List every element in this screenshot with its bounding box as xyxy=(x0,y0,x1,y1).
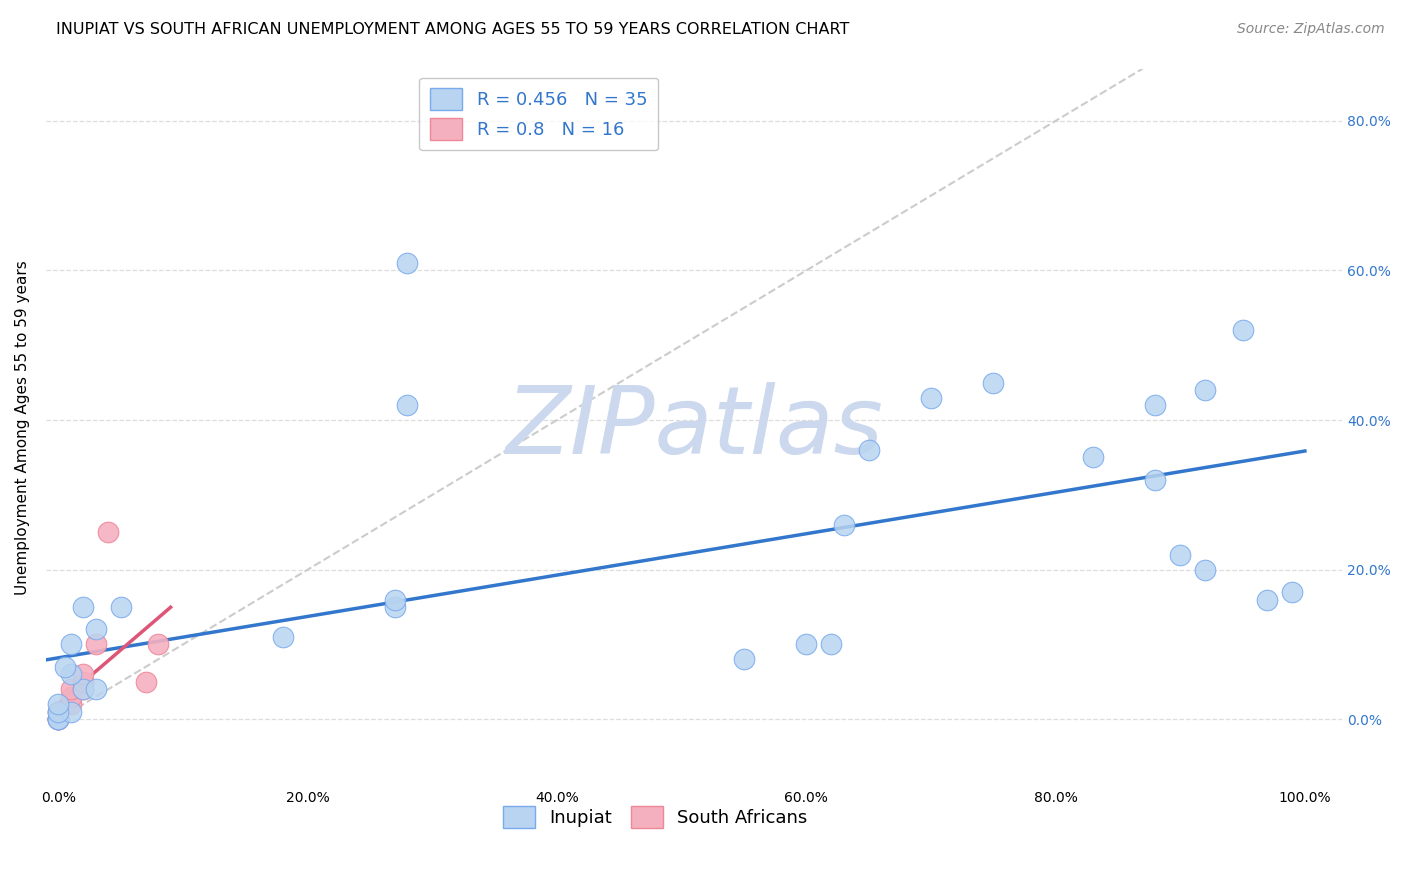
Point xyxy=(396,256,419,270)
Point xyxy=(1144,398,1167,412)
Point xyxy=(1194,383,1216,397)
Point xyxy=(72,599,94,614)
Point xyxy=(72,674,94,689)
Point xyxy=(48,712,70,726)
Point xyxy=(48,705,70,719)
Point xyxy=(59,690,82,704)
Point xyxy=(59,667,82,681)
Point xyxy=(72,682,94,697)
Point xyxy=(59,682,82,697)
Y-axis label: Unemployment Among Ages 55 to 59 years: Unemployment Among Ages 55 to 59 years xyxy=(15,260,30,595)
Point xyxy=(858,442,880,457)
Point xyxy=(1281,585,1303,599)
Point xyxy=(832,517,855,532)
Point xyxy=(110,599,132,614)
Point xyxy=(59,637,82,651)
Point xyxy=(72,674,94,689)
Point xyxy=(84,682,107,697)
Text: INUPIAT VS SOUTH AFRICAN UNEMPLOYMENT AMONG AGES 55 TO 59 YEARS CORRELATION CHAR: INUPIAT VS SOUTH AFRICAN UNEMPLOYMENT AM… xyxy=(56,22,849,37)
Point xyxy=(97,525,120,540)
Point xyxy=(920,391,942,405)
Point xyxy=(146,637,169,651)
Point xyxy=(84,637,107,651)
Point xyxy=(135,674,157,689)
Point xyxy=(59,705,82,719)
Point xyxy=(820,637,842,651)
Point xyxy=(48,712,70,726)
Point xyxy=(1168,548,1191,562)
Point xyxy=(72,682,94,697)
Point xyxy=(1081,450,1104,465)
Text: Source: ZipAtlas.com: Source: ZipAtlas.com xyxy=(1237,22,1385,37)
Point xyxy=(794,637,817,651)
Point xyxy=(48,712,70,726)
Point xyxy=(981,376,1004,390)
Legend: Inupiat, South Africans: Inupiat, South Africans xyxy=(495,798,815,835)
Point xyxy=(384,599,406,614)
Point xyxy=(48,697,70,711)
Point xyxy=(72,667,94,681)
Point xyxy=(384,592,406,607)
Point xyxy=(48,712,70,726)
Point xyxy=(1232,323,1254,337)
Point xyxy=(1194,563,1216,577)
Point xyxy=(733,652,755,666)
Point xyxy=(1256,592,1278,607)
Point xyxy=(59,697,82,711)
Point xyxy=(53,660,76,674)
Point xyxy=(396,398,419,412)
Point xyxy=(271,630,294,644)
Point xyxy=(84,623,107,637)
Point xyxy=(48,705,70,719)
Text: ZIPatlas: ZIPatlas xyxy=(505,382,883,473)
Point xyxy=(1144,473,1167,487)
Point xyxy=(48,712,70,726)
Point xyxy=(48,705,70,719)
Point xyxy=(48,712,70,726)
